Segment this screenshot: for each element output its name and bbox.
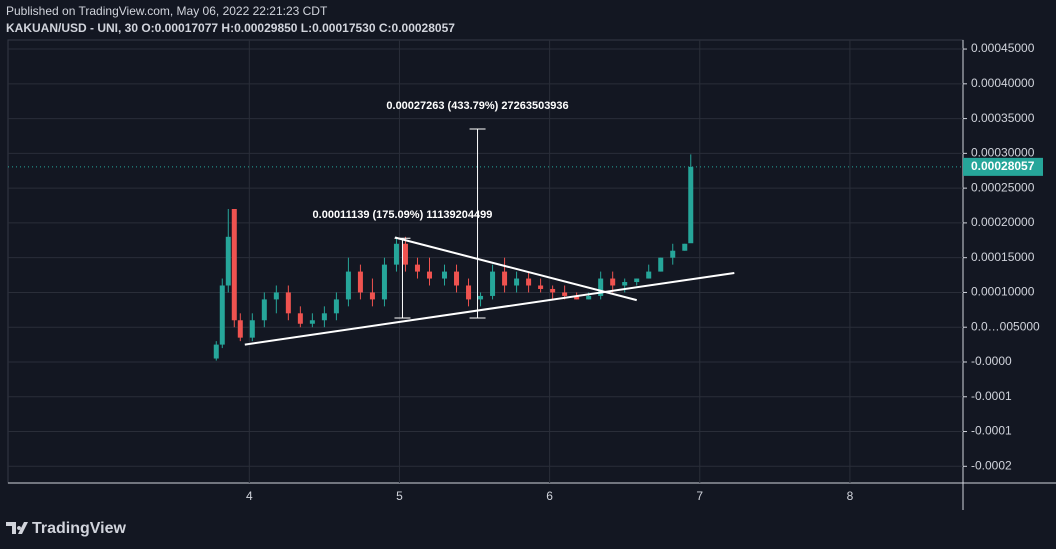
candle-body [285,292,291,314]
candle-body [598,278,604,296]
candle-body [634,278,640,283]
y-tick-label: -0.0001 [971,424,1012,438]
x-tick-label: 5 [396,489,403,503]
candle-body [526,278,532,286]
candle-body [402,243,408,265]
logo: TradingView [6,520,127,537]
candle-body [249,320,255,338]
x-tick-label: 7 [696,489,703,503]
candle-body [466,285,472,300]
candle-body [345,271,351,300]
candle-body [538,285,544,289]
y-tick-label: 0.0…005000 [971,319,1040,333]
candle-body [550,288,556,293]
candle-body [688,166,694,244]
candle-body [442,271,448,279]
candle-body [454,271,460,286]
symbol-line: KAKUAN/USD - UNI, 30 O:0.00017077 H:0.00… [6,21,455,35]
y-tick-label: 0.00045000 [971,41,1035,55]
measure-label: 0.00011139 (175.09%) 11139204499 [313,209,493,221]
candle-body [393,243,399,265]
candle-body [414,264,420,272]
candle-body [333,299,339,314]
y-tick-label: 0.00025000 [971,180,1035,194]
candle-body [562,292,568,296]
logo-text: TradingView [32,520,127,537]
candle-body [309,320,315,324]
candle-body [586,295,592,300]
candle-body [574,295,580,300]
candle-body [213,344,219,359]
candle-body [321,313,327,321]
candle-body [357,271,363,293]
candle-body [622,282,628,286]
x-tick-label: 4 [246,489,253,503]
last-price-label: 0.00028057 [971,159,1035,173]
candle-body [502,271,508,286]
trendline [394,236,637,302]
candle-body [426,271,432,279]
measure-label: 0.00027263 (433.79%) 27263503936 [386,100,568,112]
candle-body [670,250,676,258]
candle-body [369,292,375,300]
candle-body [237,320,243,338]
y-tick-label: 0.00040000 [971,76,1035,90]
candle-body [646,271,652,279]
y-tick-label: 0.00035000 [971,111,1035,125]
candle-body [682,243,688,251]
candle-body [478,295,484,300]
x-tick-label: 8 [847,489,854,503]
candle-body [514,278,520,286]
candle-body [610,278,616,286]
y-tick-label: 0.00020000 [971,215,1035,229]
y-tick-label: -0.0000 [971,354,1012,368]
trendline [244,271,735,346]
y-tick-label: 0.00030000 [971,146,1035,160]
candle-body [490,271,496,296]
y-tick-label: -0.0002 [971,458,1012,472]
candle-body [273,292,279,300]
published-line: Published on TradingView.com, May 06, 20… [6,4,328,18]
y-tick-label: -0.0001 [971,389,1012,403]
last-price-box [963,157,1043,176]
candle-body [261,299,267,321]
y-tick-label: 0.00010000 [971,285,1035,299]
y-tick-label: 0.00015000 [971,250,1035,264]
candle-body [231,208,237,321]
candle-body [297,313,303,324]
candle-body [219,285,225,345]
candle-body [658,257,664,272]
candle-body [225,236,231,286]
x-tick-label: 6 [546,489,553,503]
candle-body [381,264,387,300]
